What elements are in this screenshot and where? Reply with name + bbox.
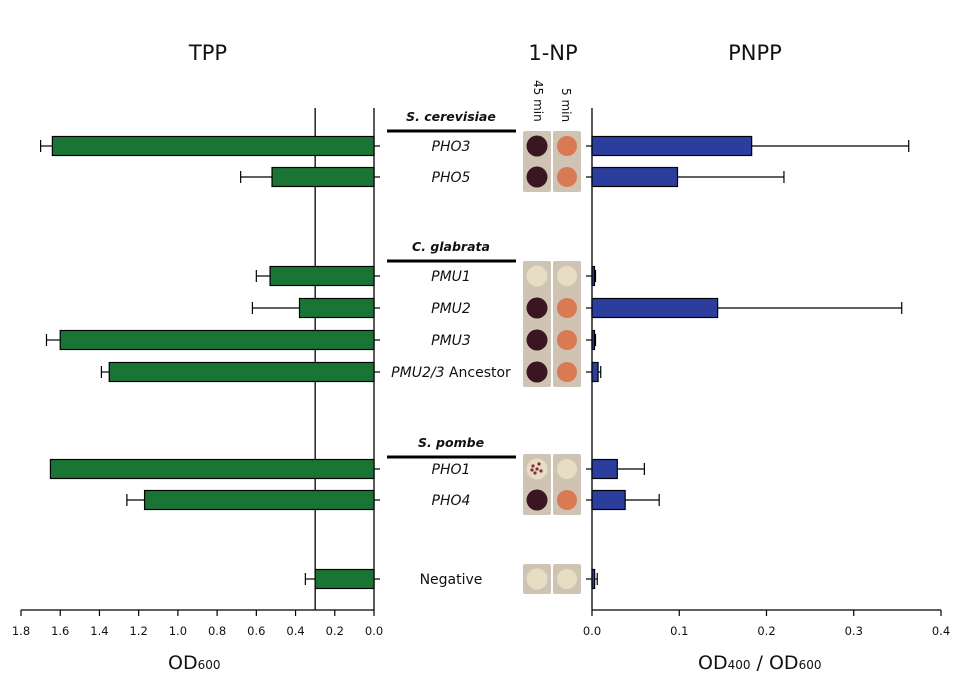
tpp-bar [314, 568, 375, 590]
spot-5min [557, 167, 577, 187]
tpp-tick-label: 0.8 [208, 624, 226, 638]
spot-45min [526, 166, 548, 188]
tpp-tick-label: 1.2 [130, 624, 148, 638]
pnpp-bar [591, 297, 719, 319]
spot-5min [557, 330, 577, 350]
row-label: PMU3 [431, 333, 471, 349]
row-label: Negative [420, 572, 483, 588]
plate-5min [553, 261, 581, 387]
spot-speckle [537, 462, 541, 466]
spot-45min [526, 568, 548, 590]
species-label: C. glabrata [412, 239, 490, 254]
pnpp-tick-label: 0.3 [845, 624, 863, 638]
spot-45min [526, 297, 548, 319]
pnpp-bar [591, 135, 753, 157]
tpp-bar [108, 361, 375, 383]
pnpp-tick-label: 0.0 [583, 624, 601, 638]
spot-5min [557, 490, 577, 510]
spot-5min [557, 459, 577, 479]
spot-speckle [530, 468, 534, 472]
spot-45min [526, 329, 548, 351]
tpp-bar [269, 265, 375, 287]
pnpp-bar [591, 489, 626, 511]
pnpp-bar-chart: 0.0 0.1 0.2 0.3 0.4 [583, 108, 950, 638]
tpp-bar [143, 489, 375, 511]
plate-45min [523, 261, 551, 387]
time-label-45: 45 min [531, 80, 545, 122]
row-label: PMU2/3 Ancestor [391, 365, 511, 381]
spot-5min [557, 266, 577, 286]
pnpp-tick-label: 0.4 [932, 624, 950, 638]
pnpp-tick-label: 0.1 [670, 624, 688, 638]
tpp-tick-label: 1.6 [51, 624, 69, 638]
row-label: PHO4 [432, 493, 471, 509]
pnpp-tick-label: 0.2 [757, 624, 775, 638]
tpp-tick-label: 1.4 [90, 624, 108, 638]
spot-5min [557, 569, 577, 589]
pnpp-bar [591, 361, 599, 383]
pnpp-bar [591, 166, 679, 188]
tpp-bar [59, 329, 375, 351]
tpp-tick-label: 0.4 [286, 624, 304, 638]
pnpp-bar [591, 458, 618, 480]
tpp-bar [51, 135, 375, 157]
tpp-xlabel: OD600 [168, 652, 221, 674]
time-label-5: 5 min [559, 88, 573, 122]
tpp-bar [49, 458, 375, 480]
pnpp-xlabel: OD400 / OD600 [698, 652, 821, 674]
tpp-bar [271, 166, 375, 188]
tpp-bar [298, 297, 375, 319]
sample-labels: PHO3 PHO5 PMU1 PMU2 PMU3 PMU2/3 Ancestor PHO1 P… [387, 109, 516, 588]
np-plate-images [523, 131, 581, 594]
spot-45min [526, 361, 548, 383]
spot-45min [526, 265, 548, 287]
spot-speckle [533, 471, 537, 475]
species-label: S. cerevisiae [406, 109, 496, 124]
species-label: S. pombe [418, 435, 484, 450]
spot-5min [557, 136, 577, 156]
spot-45min [526, 489, 548, 511]
row-label: PMU1 [431, 269, 471, 285]
row-label: PHO1 [432, 462, 471, 478]
np-title: 1-NP [528, 41, 577, 65]
tpp-bar-chart: 1.8 1.6 1.4 1.2 1.0 0.8 0.6 0.4 0.2 0.0 [12, 108, 383, 638]
row-label: PHO5 [432, 170, 471, 186]
row-label: PMU2 [431, 301, 471, 317]
spot-speckle [531, 464, 535, 468]
tpp-tick-label: 0.2 [326, 624, 344, 638]
spot-5min [557, 298, 577, 318]
tpp-tick-label: 1.8 [12, 624, 30, 638]
tpp-tick-label: 1.0 [169, 624, 187, 638]
tpp-title: TPP [188, 41, 227, 65]
pnpp-bar [591, 568, 596, 590]
spot-45min [526, 135, 548, 157]
tpp-tick-label: 0.0 [365, 624, 383, 638]
spot-speckle [539, 469, 543, 473]
row-label: PHO3 [432, 139, 471, 155]
pnpp-title: PNPP [728, 41, 782, 65]
spot-speckle [535, 467, 539, 471]
tpp-tick-label: 0.6 [247, 624, 265, 638]
spot-5min [557, 362, 577, 382]
